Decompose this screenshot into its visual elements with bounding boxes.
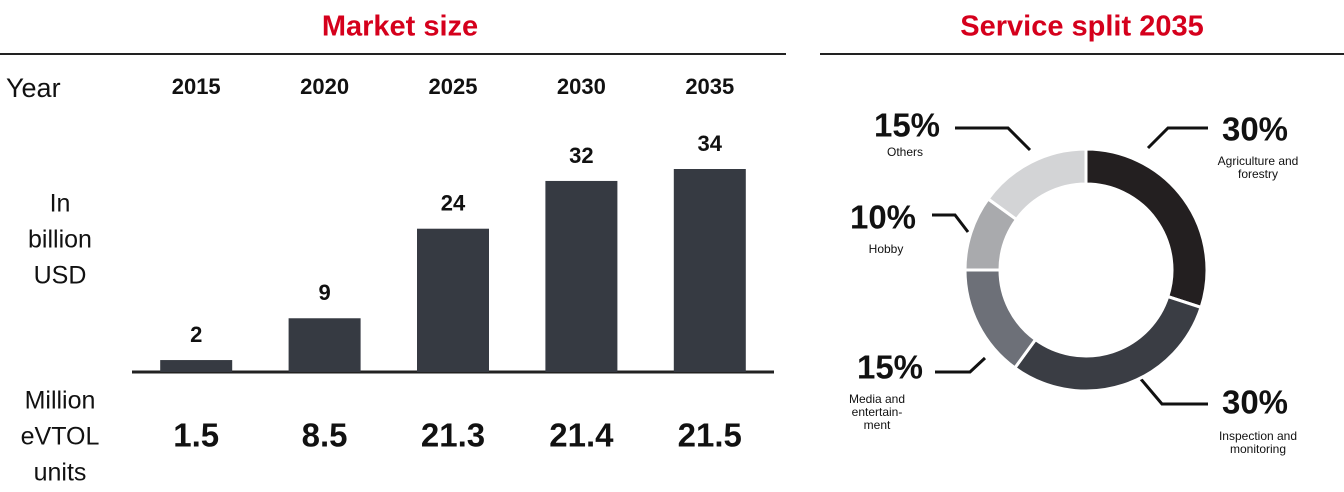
bar-chart-title: Market size [322, 11, 478, 43]
category-label: 2025 [429, 74, 478, 99]
value-label: 32 [569, 143, 593, 168]
category-label: Others [887, 145, 923, 159]
category-label: Agriculture and [1218, 154, 1299, 168]
category-label: monitoring [1230, 442, 1286, 456]
value-label: 34 [698, 131, 723, 156]
donut-slice [963, 268, 1038, 370]
donut-slice [986, 147, 1088, 222]
units-label: eVTOL [21, 423, 100, 451]
category-label: 2020 [300, 74, 349, 99]
y-axis-label: USD [34, 262, 87, 290]
value-label: 30% [1222, 111, 1288, 148]
bar [673, 169, 746, 372]
row-label: Year [6, 73, 61, 103]
bar [288, 318, 361, 372]
category-label: 2035 [685, 74, 734, 99]
donut-slice [1084, 147, 1209, 310]
units-value: 21.3 [421, 417, 485, 454]
units-value: 21.5 [678, 417, 742, 454]
value-label: 10% [850, 199, 916, 236]
value-label: 2 [190, 322, 202, 347]
value-label: 15% [874, 107, 940, 144]
bar [417, 228, 489, 372]
leader-line [932, 213, 970, 233]
units-value: 1.5 [173, 417, 219, 454]
category-label: entertain- [852, 405, 903, 419]
leader-line [1146, 126, 1208, 150]
category-label: Inspection and [1219, 429, 1297, 443]
donut-chart-title: Service split 2035 [960, 11, 1203, 43]
bar [545, 180, 618, 372]
category-label: forestry [1238, 167, 1278, 181]
value-label: 9 [318, 280, 330, 305]
category-label: Hobby [869, 242, 904, 256]
bar [160, 360, 233, 372]
units-value: 21.4 [549, 417, 614, 454]
units-value: 8.5 [302, 417, 348, 454]
leader-line [1138, 377, 1208, 406]
category-label: 2030 [557, 74, 606, 99]
category-label: ment [864, 418, 891, 432]
value-label: 30% [1222, 384, 1288, 421]
value-label: 15% [857, 349, 923, 386]
units-label: Million [25, 387, 96, 415]
category-label: 2015 [172, 74, 221, 99]
category-label: Media and [849, 392, 905, 406]
y-axis-label: billion [28, 226, 92, 254]
units-label: units [34, 459, 87, 487]
donut-slice [1012, 294, 1203, 393]
leader-line [935, 356, 987, 374]
leaders [932, 126, 1208, 406]
y-axis-label: In [50, 190, 71, 218]
value-label: 24 [441, 191, 466, 216]
leader-line [955, 126, 1032, 152]
